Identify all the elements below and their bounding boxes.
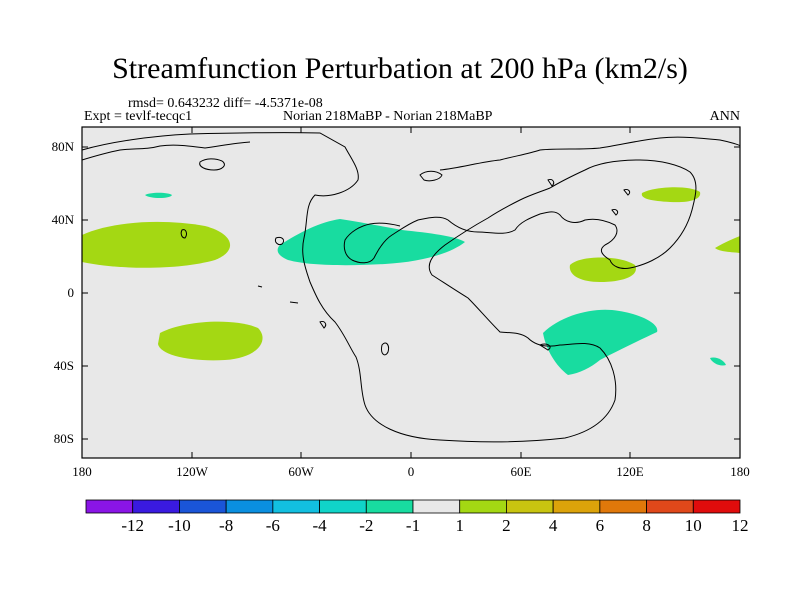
island-outline [199, 158, 225, 171]
colorbar-label: 12 [732, 516, 749, 535]
anomaly-region [82, 221, 231, 268]
lon-tick-label: 120E [616, 464, 644, 479]
lat-axis [82, 146, 740, 440]
colorbar-label: -6 [266, 516, 280, 535]
colorbar-label: -12 [121, 516, 144, 535]
lon-tick-label: 0 [408, 464, 415, 479]
anomaly-region [158, 321, 263, 361]
colorbar-label: 8 [642, 516, 651, 535]
colorbar-label: 2 [502, 516, 511, 535]
anomaly-region [145, 192, 172, 198]
anomaly-region [543, 309, 658, 375]
period-label: Norian 218MaBP - Norian 218MaBP [283, 109, 493, 124]
colorbar-label: -2 [359, 516, 373, 535]
lon-tick-label: 60E [511, 464, 532, 479]
lat-tick-label: 80S [54, 431, 74, 446]
colorbar-label: -1 [406, 516, 420, 535]
lon-tick-label: 180 [730, 464, 750, 479]
lon-tick-label: 120W [176, 464, 209, 479]
colorbar-swatch [412, 499, 461, 514]
map-background [82, 127, 740, 458]
negative-anomalies [145, 192, 726, 375]
colorbar-label: -4 [312, 516, 327, 535]
island-outline [419, 170, 443, 182]
lon-axis [81, 127, 741, 458]
lon-tick-label: 60W [288, 464, 314, 479]
lat-tick-label: 40S [54, 358, 74, 373]
colorbar-swatch [85, 499, 134, 514]
anomaly-region [710, 357, 726, 366]
island-outline [623, 189, 631, 196]
colorbar-label: -10 [168, 516, 191, 535]
colorbar-swatch [506, 499, 554, 514]
season-label: ANN [709, 109, 740, 124]
lon-tick-label: 180 [72, 464, 92, 479]
positive-anomalies [82, 187, 740, 361]
experiment-label: Expt = tevlf-tecqc1 [84, 109, 193, 124]
colorbar-label: 6 [596, 516, 605, 535]
colorbar-swatch [552, 499, 601, 514]
island-outline [257, 285, 263, 288]
island-outline [538, 343, 551, 351]
colorbar-label: 4 [549, 516, 558, 535]
colorbar-swatch [459, 499, 507, 514]
supercontinent-coastline [81, 132, 697, 443]
northern-coastline [81, 141, 251, 161]
colorbar-label: 1 [455, 516, 464, 535]
colorbar-swatch [599, 499, 647, 514]
colorbar-label: 10 [685, 516, 702, 535]
island-outline [547, 179, 555, 187]
lat-tick-label: 40N [52, 212, 75, 227]
island-outline [319, 321, 327, 329]
colorbar-swatch [225, 499, 274, 514]
anomaly-region [569, 257, 636, 282]
anomaly-region [641, 187, 701, 203]
island-outline [180, 229, 187, 239]
island-outline [289, 301, 299, 304]
lat-tick-label: 80N [52, 139, 75, 154]
island-outline [611, 209, 619, 216]
colorbar-label: -8 [219, 516, 233, 535]
arctic-coastline [439, 136, 741, 171]
colorbar: -12 -10 -8 -6 -4 -2 -1 1 2 4 6 8 10 12 [85, 499, 749, 535]
island-outline [275, 237, 285, 245]
colorbar-swatch [692, 499, 741, 514]
lat-tick-label: 0 [68, 285, 75, 300]
island-outline [381, 342, 389, 356]
anomaly-region [277, 219, 465, 266]
anomaly-region [715, 236, 740, 253]
coastlines [81, 132, 741, 443]
colorbar-swatch [319, 499, 367, 514]
colorbar-swatch [272, 499, 320, 514]
stats-line: rmsd= 0.643232 diff= -4.5371e-08 [128, 96, 323, 111]
colorbar-swatch [646, 499, 694, 514]
map-title: Streamfunction Perturbation at 200 hPa (… [112, 52, 688, 85]
colorbar-swatch [179, 499, 227, 514]
colorbar-swatch [365, 499, 414, 514]
colorbar-swatch [132, 499, 180, 514]
